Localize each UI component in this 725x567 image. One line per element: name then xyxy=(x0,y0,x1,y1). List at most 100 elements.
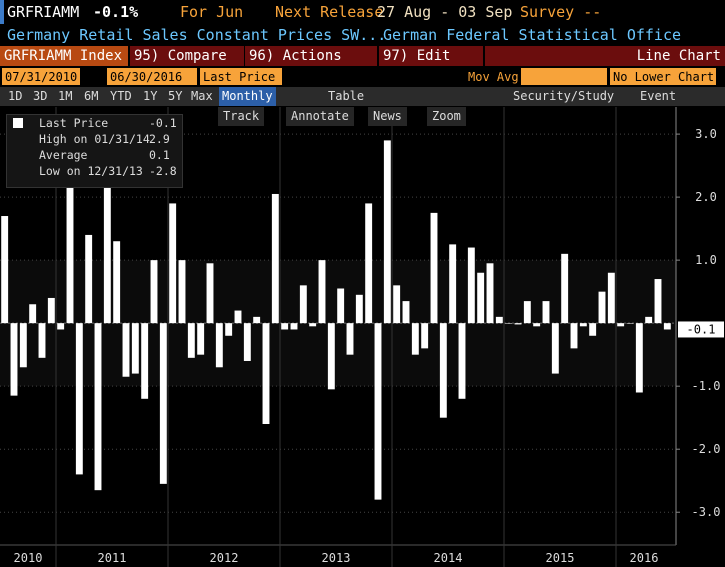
bar xyxy=(598,291,606,324)
bar xyxy=(94,323,102,491)
legend-value: -2.8 xyxy=(149,164,177,178)
survey: Survey -- xyxy=(520,3,602,21)
y-tick-label: -2.0 xyxy=(692,442,721,456)
range-button[interactable]: 1M xyxy=(58,89,73,103)
start-date[interactable]: 07/31/2010 xyxy=(2,68,80,85)
mov-avg-label: Mov Avg xyxy=(468,70,519,84)
bar xyxy=(38,323,46,358)
bar xyxy=(29,304,37,324)
bar xyxy=(645,316,653,324)
legend-value: -0.1 xyxy=(149,116,177,130)
bar xyxy=(402,301,410,324)
change: -0.1% xyxy=(93,3,139,21)
bar xyxy=(449,244,457,324)
bar xyxy=(178,260,186,324)
bar xyxy=(169,203,177,324)
bar xyxy=(355,294,363,324)
bar xyxy=(514,323,522,325)
legend-value: 2.9 xyxy=(149,132,170,146)
bar xyxy=(327,323,335,390)
bar xyxy=(309,323,317,327)
bar xyxy=(299,285,307,324)
x-tick-label: 2010 xyxy=(14,551,43,565)
bar xyxy=(10,323,18,396)
x-axis-strip xyxy=(0,545,725,567)
bar xyxy=(197,323,205,355)
bar xyxy=(103,184,111,324)
end-date[interactable]: 06/30/2016 xyxy=(107,68,197,85)
range-button[interactable]: 6M xyxy=(84,89,99,103)
bar xyxy=(439,323,447,418)
bar xyxy=(187,323,195,358)
zoom-button[interactable]: Zoom xyxy=(427,107,466,126)
bar xyxy=(281,323,289,330)
compare-tab[interactable]: 95) Compare xyxy=(130,46,244,66)
bar xyxy=(523,301,531,324)
bar xyxy=(458,323,466,399)
next-release: 27 Aug - 03 Sep xyxy=(377,3,513,21)
bar xyxy=(122,323,130,377)
description-bar: Germany Retail Sales Constant Prices SW.… xyxy=(0,24,725,46)
mov-avg-box[interactable] xyxy=(521,68,607,85)
bar xyxy=(19,323,27,368)
next-release-label: Next Release xyxy=(275,3,384,21)
x-tick-label: 2013 xyxy=(322,551,351,565)
bar xyxy=(290,323,298,330)
bar xyxy=(131,323,139,374)
news-button[interactable]: News xyxy=(368,107,407,126)
range-button[interactable]: 1Y xyxy=(143,89,158,103)
range-button[interactable]: YTD xyxy=(110,89,132,103)
bar xyxy=(663,323,671,330)
bar xyxy=(383,140,391,324)
bar xyxy=(393,285,401,324)
bar xyxy=(243,323,251,361)
security-study-button[interactable]: Security/Study xyxy=(513,89,615,103)
frequency-button[interactable]: Monthly xyxy=(219,87,276,106)
bar xyxy=(225,323,233,336)
event-button[interactable]: Event xyxy=(640,89,677,103)
lower-chart[interactable]: No Lower Chart xyxy=(610,68,716,85)
annotate-button[interactable]: Annotate xyxy=(286,107,354,126)
bar xyxy=(66,184,74,324)
edit-tab[interactable]: 97) Edit xyxy=(379,46,483,66)
x-tick-label: 2012 xyxy=(210,551,239,565)
bar xyxy=(85,234,93,324)
bar xyxy=(430,212,438,324)
track-button[interactable]: Track xyxy=(218,107,265,126)
chart-type-tab[interactable]: Line Chart xyxy=(485,46,725,66)
bar xyxy=(654,279,662,324)
bar xyxy=(635,323,643,393)
legend-label: Low on 12/31/13 xyxy=(39,164,143,178)
bar xyxy=(253,316,261,324)
period: For Jun xyxy=(180,3,244,21)
x-tick-label: 2016 xyxy=(630,551,659,565)
bar xyxy=(495,316,503,324)
legend-value: 0.1 xyxy=(149,148,170,162)
range-button[interactable]: 3D xyxy=(33,89,48,103)
legend-label: High on 01/31/14 xyxy=(39,132,150,146)
bar xyxy=(113,241,121,324)
security-tab[interactable]: GRFRIAMM Index xyxy=(0,46,128,66)
bar xyxy=(542,301,550,324)
bar xyxy=(477,272,485,324)
bar xyxy=(365,203,373,324)
table-button[interactable]: Table xyxy=(328,89,365,103)
legend-swatch xyxy=(13,118,23,128)
bar xyxy=(346,323,354,355)
y-tick-label: -1.0 xyxy=(692,379,721,393)
header-bar: GRFRIAMM -0.1% For Jun Next Release 27 A… xyxy=(0,0,725,24)
ticker: GRFRIAMM xyxy=(7,3,80,21)
range-button[interactable]: 1D xyxy=(8,89,23,103)
range-button[interactable]: Max xyxy=(191,89,213,103)
bar xyxy=(75,323,83,475)
bar xyxy=(570,323,578,349)
bar xyxy=(467,247,475,324)
bar xyxy=(579,323,587,327)
actions-tab[interactable]: 96) Actions xyxy=(245,46,377,66)
bar xyxy=(234,310,242,324)
price-field[interactable]: Last Price xyxy=(200,68,282,85)
bar xyxy=(374,323,382,500)
range-button[interactable]: 5Y xyxy=(168,89,183,103)
y-tick-label: 1.0 xyxy=(695,253,717,267)
